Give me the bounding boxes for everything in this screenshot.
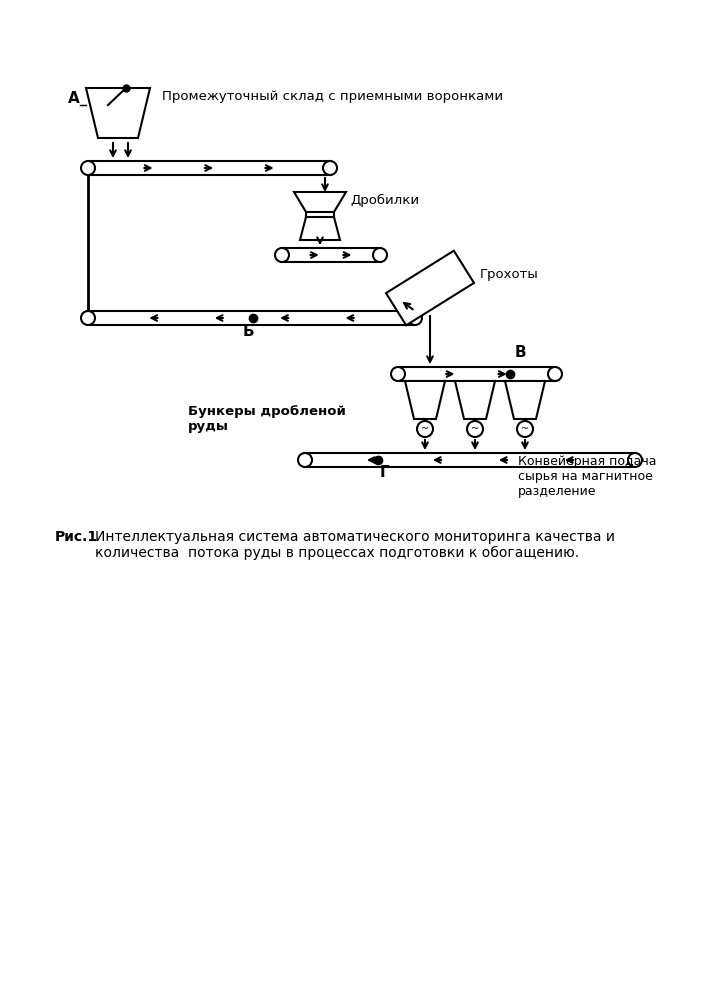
Polygon shape — [386, 251, 474, 325]
Text: Г: Г — [380, 465, 389, 480]
Text: Дробилки: Дробилки — [350, 193, 419, 207]
Circle shape — [81, 311, 95, 325]
Polygon shape — [300, 217, 340, 240]
Polygon shape — [294, 192, 346, 212]
Circle shape — [548, 367, 562, 381]
Text: Рис.1: Рис.1 — [55, 530, 98, 544]
Polygon shape — [405, 381, 445, 419]
Polygon shape — [86, 88, 150, 138]
Circle shape — [373, 248, 387, 262]
Circle shape — [417, 421, 433, 437]
Circle shape — [298, 453, 312, 467]
Circle shape — [408, 311, 422, 325]
Circle shape — [323, 161, 337, 175]
Circle shape — [275, 248, 289, 262]
Text: Интеллектуальная система автоматического мониторинга качества и
количества  пото: Интеллектуальная система автоматического… — [95, 530, 615, 560]
Polygon shape — [455, 381, 495, 419]
Text: ~: ~ — [521, 424, 529, 434]
Text: Конвейерная подача
сырья на магнитное
разделение: Конвейерная подача сырья на магнитное ра… — [518, 455, 657, 498]
Text: Грохоты: Грохоты — [480, 268, 539, 281]
Text: Бункеры дробленой
руды: Бункеры дробленой руды — [188, 405, 346, 433]
Text: В: В — [515, 345, 526, 360]
Text: Промежуточный склад с приемными воронками: Промежуточный склад с приемными воронкам… — [162, 90, 503, 103]
Text: ~: ~ — [471, 424, 479, 434]
Circle shape — [517, 421, 533, 437]
Polygon shape — [505, 381, 545, 419]
Text: ~: ~ — [421, 424, 429, 434]
Circle shape — [81, 161, 95, 175]
Text: Б: Б — [242, 324, 254, 339]
Circle shape — [628, 453, 642, 467]
Circle shape — [391, 367, 405, 381]
Text: А: А — [68, 91, 80, 106]
Circle shape — [467, 421, 483, 437]
